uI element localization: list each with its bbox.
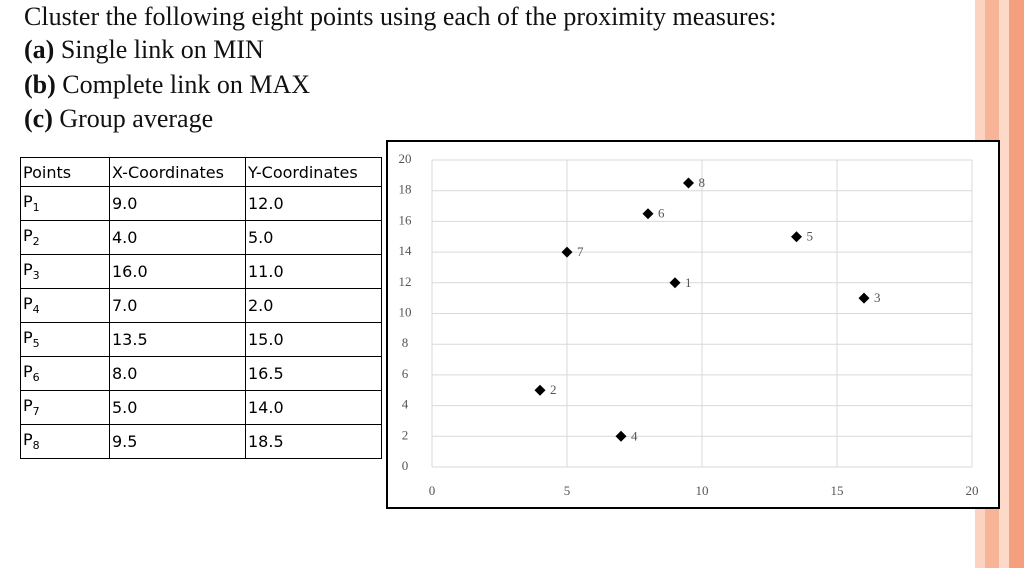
point-index: 8 <box>32 439 40 453</box>
x-tick-label: 5 <box>564 483 571 498</box>
point-label: 6 <box>658 206 665 221</box>
point-label: 8 <box>699 175 706 190</box>
point-index: 6 <box>32 371 40 385</box>
point-label: 5 <box>807 229 814 244</box>
y-tick-label: 0 <box>402 458 409 473</box>
y-tick-label: 8 <box>402 335 409 350</box>
point <box>791 231 802 243</box>
y-tick-label: 20 <box>399 151 412 166</box>
point-cell: P3 <box>20 254 110 289</box>
item-label: (b) <box>24 70 56 99</box>
y-tick-label: 4 <box>402 397 409 412</box>
point-index: 4 <box>32 303 40 317</box>
point-index: 2 <box>32 235 40 249</box>
points-table: Points X-Coordinates Y-Coordinates P1 9.0… <box>20 157 382 459</box>
point-name: P <box>23 396 33 416</box>
y-cell: 5.0 <box>245 220 382 255</box>
table-row: P8 9.5 18.5 <box>20 424 382 459</box>
table-row: P1 9.0 12.0 <box>20 186 382 221</box>
item-label: (a) <box>24 35 55 64</box>
y-cell: 15.0 <box>245 322 382 357</box>
point-cell: P1 <box>20 186 110 221</box>
table-row: P2 4.0 5.0 <box>20 220 382 255</box>
point <box>858 292 870 304</box>
point-label: 4 <box>631 428 638 443</box>
x-tick-label: 15 <box>831 483 844 498</box>
y-tick-label: 12 <box>399 274 412 289</box>
x-cell: 5.0 <box>109 390 246 425</box>
point-name: P <box>23 192 33 212</box>
point-cell: P8 <box>20 424 110 459</box>
item: (a) Single link on MIN <box>24 35 264 65</box>
point-index: 7 <box>32 405 40 419</box>
point-name: P <box>23 328 33 348</box>
item-label: (c) <box>24 104 53 133</box>
point-label: 2 <box>550 382 557 397</box>
x-cell: 13.5 <box>109 322 246 357</box>
point <box>642 208 654 220</box>
table-row: P5 13.5 15.0 <box>20 322 382 357</box>
table-row: P3 16.0 11.0 <box>20 254 382 289</box>
y-tick-label: 10 <box>399 304 412 319</box>
item-text: Single link on MIN <box>60 35 264 64</box>
point-name: P <box>23 260 33 280</box>
point-label: 1 <box>685 275 692 290</box>
y-cell: 14.0 <box>245 390 382 425</box>
point <box>561 246 573 258</box>
point-name: P <box>23 226 33 246</box>
y-cell: 16.5 <box>245 356 382 391</box>
y-tick-label: 14 <box>399 243 413 258</box>
point <box>615 430 627 442</box>
item: (c) Group average <box>24 104 213 134</box>
x-cell: 9.5 <box>109 424 246 459</box>
x-cell: 4.0 <box>109 220 246 255</box>
point-index: 3 <box>32 269 40 283</box>
decor <box>999 0 1009 568</box>
x-cell: 9.0 <box>109 186 246 221</box>
point-index: 5 <box>32 337 40 351</box>
x-tick-label: 10 <box>696 483 709 498</box>
y-tick-label: 2 <box>402 427 409 442</box>
header-cell: X-Coordinates <box>109 157 246 187</box>
point-name: P <box>23 430 33 450</box>
y-cell: 18.5 <box>245 424 382 459</box>
item-text: Complete link on MAX <box>62 70 310 99</box>
y-tick-label: 18 <box>399 182 412 197</box>
point <box>683 177 694 189</box>
y-cell: 2.0 <box>245 288 382 323</box>
decor <box>1009 0 1024 568</box>
chart-frame <box>386 140 1000 509</box>
point-label: 3 <box>874 290 881 305</box>
heading: Cluster the following eight points using… <box>24 2 777 31</box>
point-cell: P2 <box>20 220 110 255</box>
point-cell: P6 <box>20 356 110 391</box>
x-tick-label: 0 <box>429 483 436 498</box>
table-row: P6 8.0 16.5 <box>20 356 382 391</box>
y-cell: 12.0 <box>245 186 382 221</box>
y-tick-label: 6 <box>402 366 409 381</box>
x-tick-label: 20 <box>966 483 979 498</box>
y-tick-label: 16 <box>399 212 413 227</box>
x-cell: 7.0 <box>109 288 246 323</box>
table-row: P7 5.0 14.0 <box>20 390 382 425</box>
point-index: 1 <box>32 201 40 215</box>
point <box>669 277 681 289</box>
header-cell: Points <box>20 157 110 187</box>
point-label: 7 <box>577 244 584 259</box>
point-name: P <box>23 362 33 382</box>
item: (b) Complete link on MAX <box>24 70 310 100</box>
point-name: P <box>23 294 33 314</box>
item-text: Group average <box>59 104 214 133</box>
point <box>534 384 546 396</box>
